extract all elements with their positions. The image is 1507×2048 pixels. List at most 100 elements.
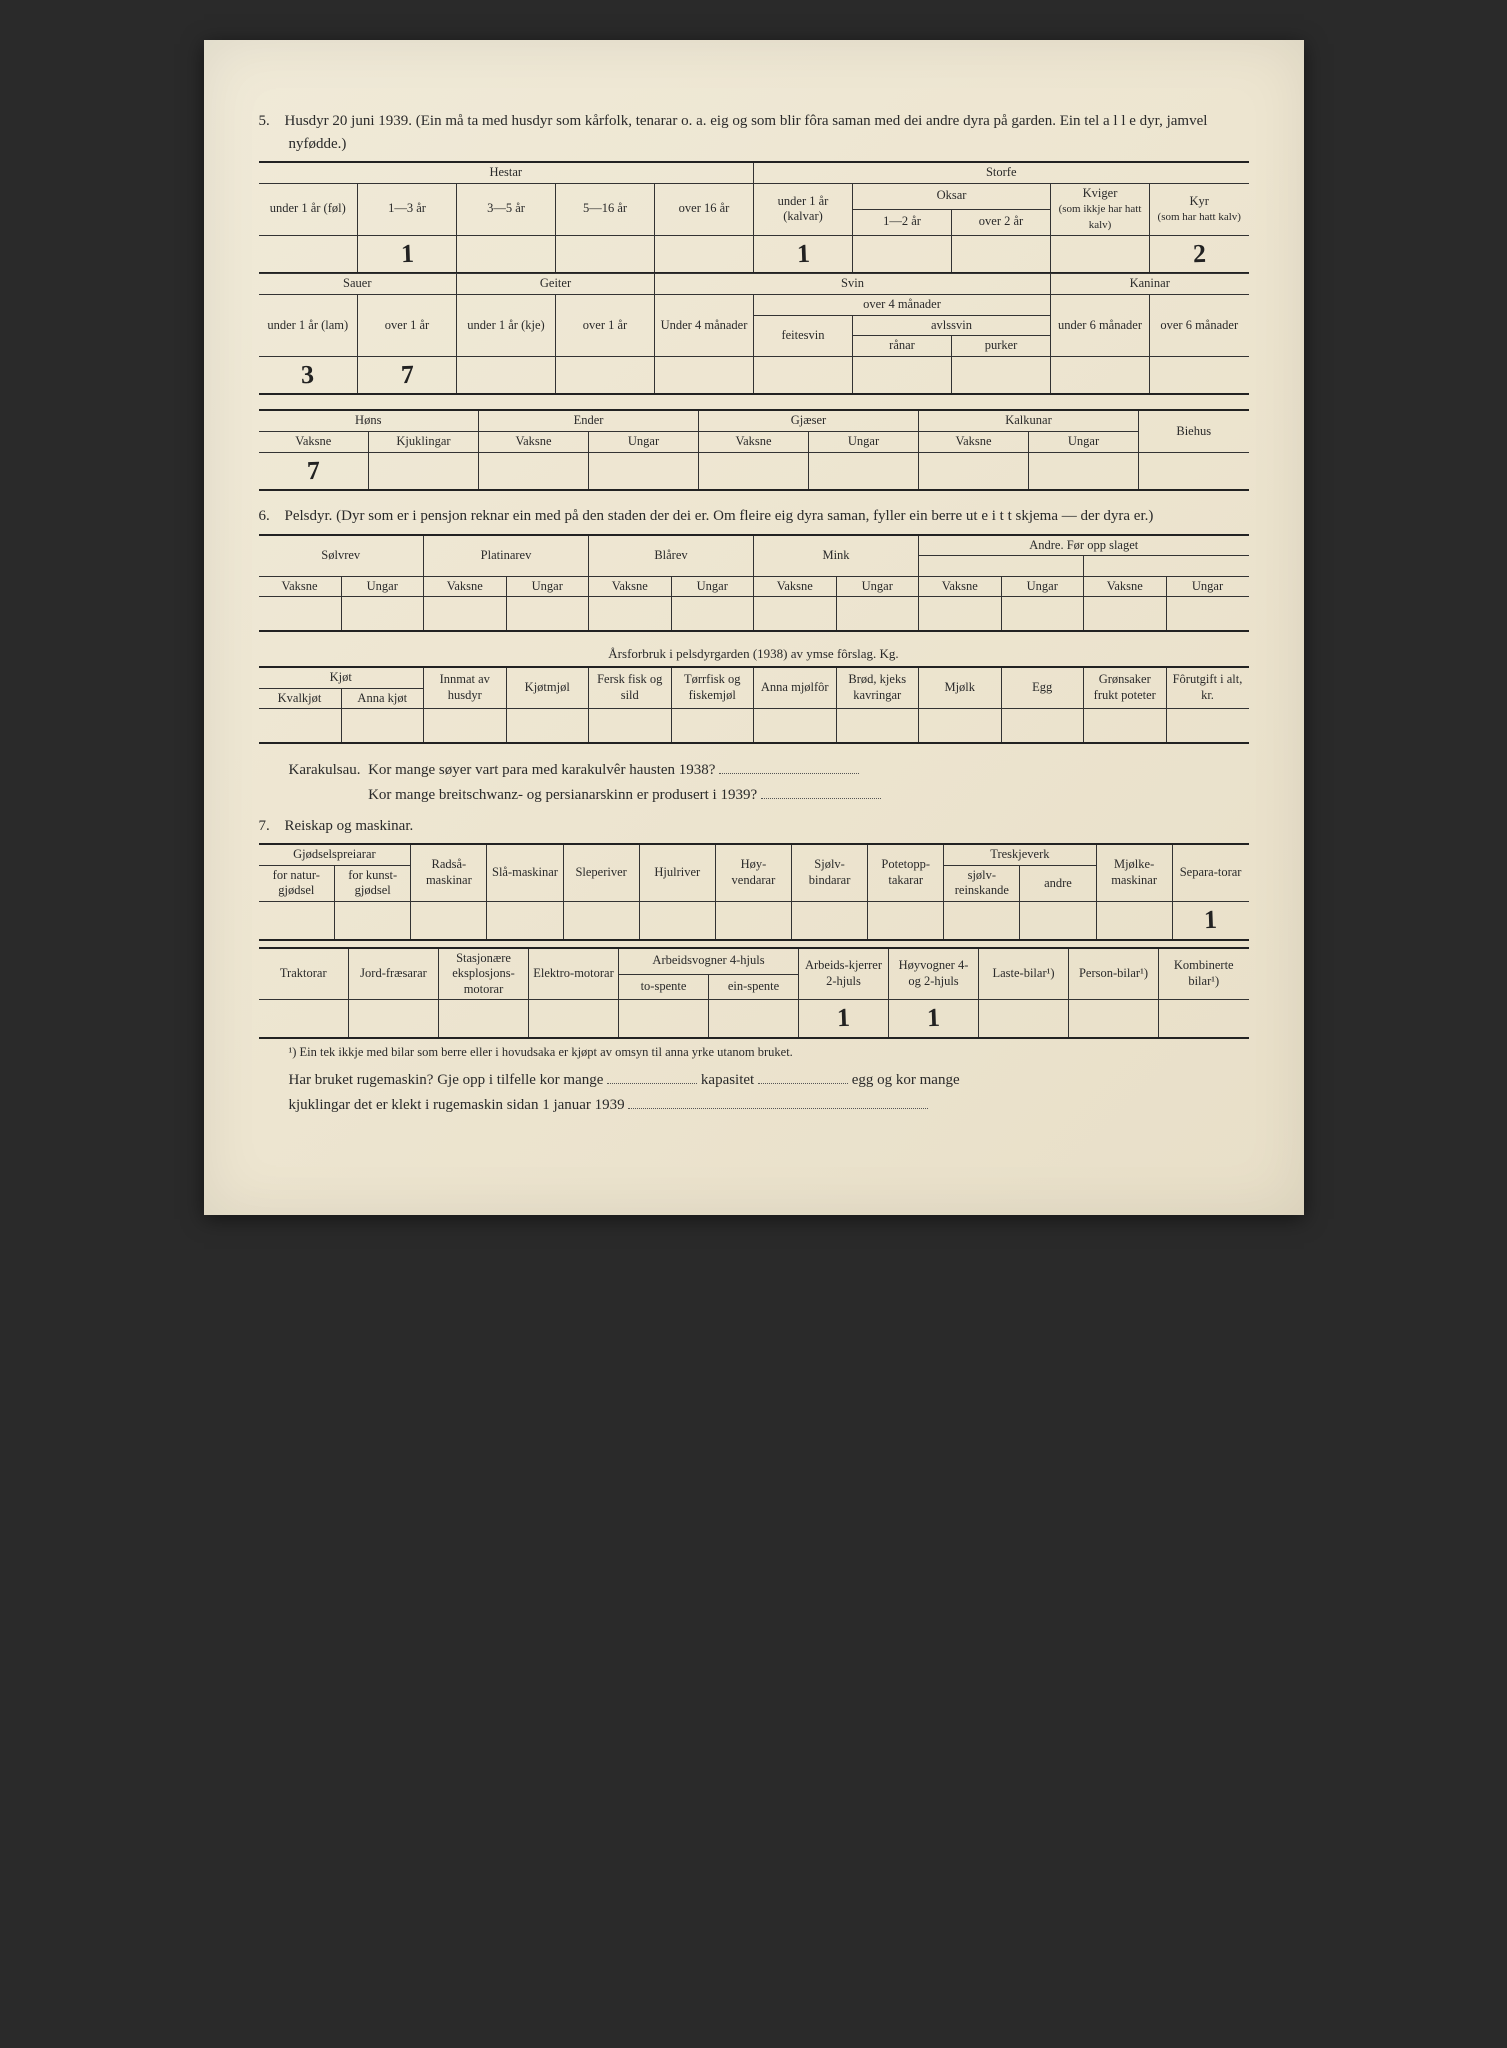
v-3-5	[457, 235, 556, 273]
c-torr: Tørrfisk og fiskemjøl	[671, 667, 754, 709]
c-ender-v: Vaksne	[479, 431, 589, 452]
c-geit-over1: over 1 år	[556, 294, 655, 356]
c-mjolke: Mjølke-maskinar	[1096, 844, 1172, 901]
c-sr-u: Ungar	[341, 576, 424, 597]
v-ender-u	[589, 452, 699, 490]
v-svin-u4	[655, 356, 754, 394]
footnote: ¹) Ein tek ikkje med bilar som berre ell…	[289, 1045, 1249, 1060]
kjot-hdr: Kjøt	[259, 667, 424, 688]
c-laste: Laste-bilar¹)	[979, 948, 1069, 1000]
c-forutgift: Fôrutgift i alt, kr.	[1166, 667, 1249, 709]
c-a1-v: Vaksne	[919, 576, 1002, 597]
v-hons-k	[369, 452, 479, 490]
v-5-16	[556, 235, 655, 273]
c-a2-v: Vaksne	[1084, 576, 1167, 597]
section7-text: Reiskap og maskinar.	[285, 818, 414, 834]
c-a1-u: Ungar	[1001, 576, 1084, 597]
c-kjerrer: Arbeids-kjerrer 2-hjuls	[799, 948, 889, 1000]
c-potet: Potetopp-takarar	[868, 844, 944, 901]
c-jord: Jord-fræsarar	[349, 948, 439, 1000]
c-mjolk: Mjølk	[919, 667, 1002, 709]
c-tospente: to-spente	[619, 974, 709, 1000]
v-kviger	[1051, 235, 1150, 273]
c-sau-over1: over 1 år	[358, 294, 457, 356]
section6-text: Pelsdyr. (Dyr som er i pensjon reknar ei…	[285, 508, 1154, 524]
v-purker	[952, 356, 1051, 394]
v-oksar2	[952, 235, 1051, 273]
c-tr-sjolv: sjølv-reinskande	[944, 865, 1020, 901]
fjorfe-table: Høns Ender Gjæser Kalkunar Biehus Vaksne…	[259, 409, 1249, 491]
c-avlssvin: avlssvin	[853, 315, 1051, 336]
c-mk-v: Vaksne	[754, 576, 837, 597]
c-annakjot: Anna kjøt	[341, 688, 424, 709]
c-natur: for natur-gjødsel	[259, 865, 335, 901]
c-kunst: for kunst-gjødsel	[335, 865, 411, 901]
c-oksar: Oksar	[853, 183, 1051, 209]
hestar-hdr: Hestar	[259, 162, 754, 183]
c-fersk: Fersk fisk og sild	[589, 667, 672, 709]
c-kyr: Kyr(som har hatt kalv)	[1150, 183, 1249, 235]
section6-num: 6.	[259, 505, 285, 528]
andre-blank2	[1084, 556, 1249, 577]
v-feitesvin	[754, 356, 853, 394]
solvrev-hdr: Sølvrev	[259, 535, 424, 577]
c-kalvar: under 1 år (kalvar)	[754, 183, 853, 235]
c-radsa: Radså-maskinar	[411, 844, 487, 901]
v-kyr: 2	[1150, 235, 1249, 273]
v-biehus	[1139, 452, 1249, 490]
c-separa: Separa-torar	[1172, 844, 1248, 901]
mink-hdr: Mink	[754, 535, 919, 577]
c-tr-andre: andre	[1020, 865, 1096, 901]
section5-text: Husdyr 20 juni 1939. (Ein må ta med husd…	[285, 113, 1208, 152]
c-sjolv: Sjølv-bindarar	[791, 844, 867, 901]
c-gj-u: Ungar	[809, 431, 919, 452]
c-stasj: Stasjonære eksplosjons-motorar	[439, 948, 529, 1000]
hons-hdr: Høns	[259, 410, 479, 431]
karakul-lines: Karakulsau. Kor mange søyer vart para me…	[289, 758, 1249, 809]
arbeids-hdr: Arbeidsvogner 4-hjuls	[619, 948, 799, 975]
v-sau-over1: 7	[358, 356, 457, 394]
c-3-5: 3—5 år	[457, 183, 556, 235]
c-hoyvogn: Høyvogner 4- og 2-hjuls	[889, 948, 979, 1000]
c-annamjol: Anna mjølfôr	[754, 667, 837, 709]
v-kje	[457, 356, 556, 394]
v-kjerrer: 1	[799, 1000, 889, 1038]
v-ranar	[853, 356, 952, 394]
v-gj-v	[699, 452, 809, 490]
c-over16: over 16 år	[655, 183, 754, 235]
c-kvalkjot: Kvalkjøt	[259, 688, 342, 709]
treskje-hdr: Treskjeverk	[944, 844, 1096, 865]
c-kanin-o6: over 6 månader	[1150, 294, 1249, 356]
arsforbruk-table: Kjøt Innmat av husdyr Kjøtmjøl Fersk fis…	[259, 666, 1249, 744]
hestar-storfe-table: Hestar Storfe under 1 år (føl) 1—3 år 3—…	[259, 161, 1249, 274]
pelsdyr-table: Sølvrev Platinarev Blårev Mink Andre. Fø…	[259, 534, 1249, 632]
v-kanin-u6	[1051, 356, 1150, 394]
sauer-hdr: Sauer	[259, 274, 457, 295]
geiter-hdr: Geiter	[457, 274, 655, 295]
c-ranar: rånar	[853, 336, 952, 357]
c-mk-u: Ungar	[836, 576, 919, 597]
c-egg: Egg	[1001, 667, 1084, 709]
section5-heading: 5.Husdyr 20 juni 1939. (Ein må ta med hu…	[259, 110, 1249, 155]
c-svin-o4: over 4 månader	[754, 294, 1051, 315]
c-gron: Grønsaker frukt poteter	[1084, 667, 1167, 709]
ender-hdr: Ender	[479, 410, 699, 431]
gjodsel-hdr: Gjødselspreiarar	[259, 844, 411, 865]
c-ender-u: Ungar	[589, 431, 699, 452]
v-hons-v: 7	[259, 452, 369, 490]
andre-blank1	[919, 556, 1084, 577]
c-elektro: Elektro-motorar	[529, 948, 619, 1000]
kalkunar-hdr: Kalkunar	[919, 410, 1139, 431]
c-brod: Brød, kjeks kavringar	[836, 667, 919, 709]
c-oksar-over2: over 2 år	[952, 209, 1051, 235]
storfe-hdr: Storfe	[754, 162, 1249, 183]
reiskap-table-1: Gjødselspreiarar Radså-maskinar Slå-mask…	[259, 843, 1249, 940]
c-a2-u: Ungar	[1166, 576, 1249, 597]
v-kalvar: 1	[754, 235, 853, 273]
c-lam: under 1 år (lam)	[259, 294, 358, 356]
v-kalk-v	[919, 452, 1029, 490]
c-kanin-u6: under 6 månader	[1051, 294, 1150, 356]
c-kalk-v: Vaksne	[919, 431, 1029, 452]
c-traktorar: Traktorar	[259, 948, 349, 1000]
c-kjotmjol: Kjøtmjøl	[506, 667, 589, 709]
